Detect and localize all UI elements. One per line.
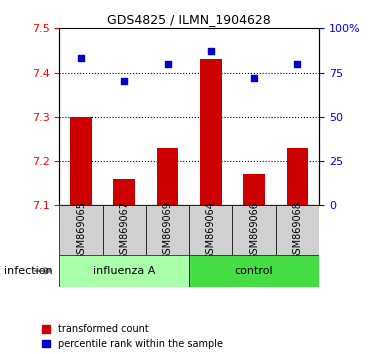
Point [165,61,171,67]
Point [208,48,214,54]
Text: infection: infection [4,266,52,276]
Text: GSM869068: GSM869068 [292,201,302,259]
Text: GSM869069: GSM869069 [162,201,173,259]
Point [295,61,301,67]
Bar [276,205,319,255]
Point [78,56,84,61]
Bar [157,148,178,205]
Text: control: control [235,266,273,276]
Bar [286,148,308,205]
Point [251,75,257,81]
Text: GSM869067: GSM869067 [119,201,129,259]
Point [121,79,127,84]
Bar [103,205,146,255]
Bar [200,59,222,205]
Text: GSM869065: GSM869065 [76,201,86,259]
Bar [59,255,189,287]
Text: GSM869064: GSM869064 [206,201,216,259]
Bar [146,205,189,255]
Bar [243,174,265,205]
Bar [189,255,319,287]
Bar [59,205,103,255]
Text: GSM869066: GSM869066 [249,201,259,259]
Legend: transformed count, percentile rank within the sample: transformed count, percentile rank withi… [42,324,223,349]
Text: influenza A: influenza A [93,266,155,276]
Bar [233,205,276,255]
Bar [114,179,135,205]
Title: GDS4825 / ILMN_1904628: GDS4825 / ILMN_1904628 [107,13,271,26]
Bar [70,117,92,205]
Bar [189,205,233,255]
